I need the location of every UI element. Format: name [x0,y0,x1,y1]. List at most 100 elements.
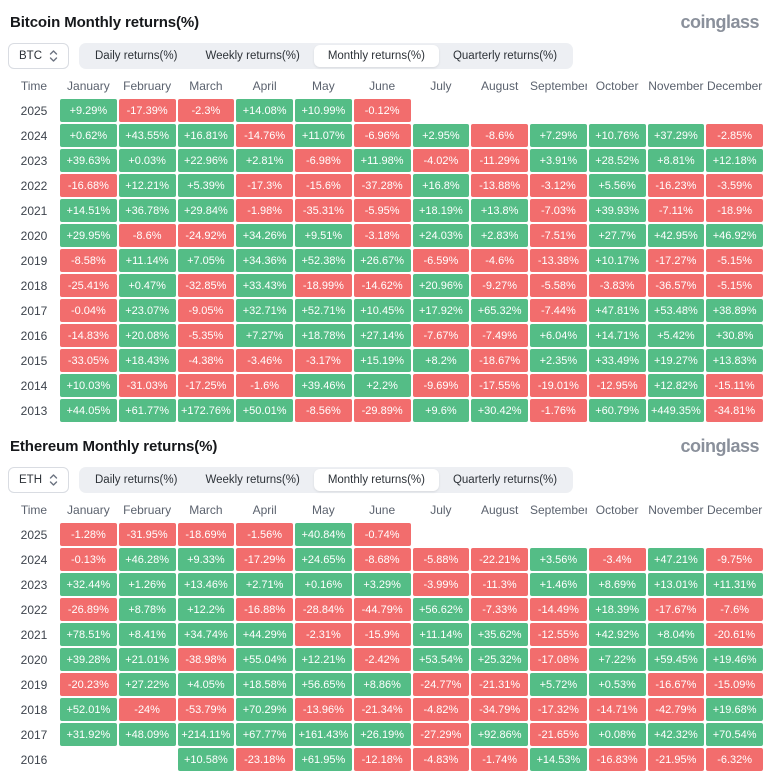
return-cell: -17.39% [118,99,176,122]
return-cell: -2.42% [353,648,411,671]
return-cell [589,99,646,122]
col-header-month: April [252,503,277,517]
return-cell: +33.49% [588,349,646,372]
return-cell: -44.79% [353,598,411,621]
col-header-month: August [480,503,519,517]
year-label: 2016 [20,328,48,343]
table-row: 2022 -26.89% +8.78% +12.2% -16.88% -28.84% -44… [10,598,763,621]
col-header-month: November [648,503,704,517]
table-row: 2025 -1.28% -31.95% -18.69% -1.56% +40.84% -0.… [10,523,763,546]
tab-daily[interactable]: Daily returns(%) [81,469,191,491]
return-cell [589,523,646,546]
tab-quarterly[interactable]: Quarterly returns(%) [439,45,571,67]
tab-monthly[interactable]: Monthly returns(%) [313,469,439,491]
return-cell: -32.85% [177,274,235,297]
return-cell: -4.38% [177,349,235,372]
return-cell: -29.89% [353,399,411,422]
return-cell: +65.32% [471,299,528,322]
return-cell: -6.32% [706,748,763,771]
year-label: 2014 [20,378,48,393]
year-label: 2025 [20,103,48,118]
year-label: 2020 [20,228,48,243]
return-cell: +17.92% [412,299,470,322]
return-cell: +14.71% [588,324,646,347]
table-row: 2018 -25.41% +0.47% -32.85% +33.43% -18.99% -1… [10,274,763,297]
return-cell: -24.92% [177,224,235,247]
tab-monthly[interactable]: Monthly returns(%) [313,45,439,67]
return-cell: +18.78% [295,324,352,347]
return-cell: -9.69% [412,374,470,397]
return-cell: +29.95% [60,224,117,247]
return-cell: +18.58% [236,673,293,696]
return-cell: +47.21% [647,548,705,571]
return-cell [530,523,587,546]
return-cell: -9.75% [706,548,763,571]
col-header-month: May [312,79,335,93]
return-cell: +52.38% [295,249,352,272]
return-cell: -0.12% [353,99,411,122]
table-row: 2024 +0.62% +43.55% +16.81% -14.76% +11.07% -6… [10,124,763,147]
chevron-updown-icon [49,474,58,486]
return-cell: -17.08% [530,648,587,671]
ethereum-section: Ethereum Monthly returns(%) coinglass ET… [0,424,773,773]
table-row: 2022 -16.68% +12.21% +5.39% -17.3% -15.6% -37.… [10,174,763,197]
return-cell: -7.33% [471,598,528,621]
return-cell: -36.57% [647,274,705,297]
tab-daily[interactable]: Daily returns(%) [81,45,191,67]
return-cell: +10.45% [353,299,411,322]
return-cell: +39.93% [588,199,646,222]
col-header-time: Time [20,79,48,93]
return-cell: +2.71% [236,573,293,596]
table-row: 2024 -0.13% +46.28% +9.33% -17.29% +24.65% -8.… [10,548,763,571]
return-cell: -14.49% [530,598,587,621]
table-row: 2020 +39.28% +21.01% -38.98% +55.04% +12.21% -… [10,648,763,671]
return-cell: +0.16% [295,573,352,596]
return-cell: -18.9% [706,199,763,222]
col-header-month: June [369,79,396,93]
tab-weekly[interactable]: Weekly returns(%) [191,45,313,67]
return-cell: -25.41% [60,274,117,297]
return-cell: +8.69% [588,573,646,596]
return-cell: +56.62% [412,598,470,621]
return-cell: +0.47% [118,274,176,297]
return-cell: +7.29% [530,124,587,147]
return-cell: +12.21% [295,648,352,671]
return-cell: -3.18% [353,224,411,247]
tab-quarterly[interactable]: Quarterly returns(%) [439,469,571,491]
table-row: 2025 +9.29% -17.39% -2.3% +14.08% +10.99% -0.1… [10,99,763,122]
return-cell: -7.49% [471,324,528,347]
return-cell: -4.83% [412,748,470,771]
return-cell: -5.58% [530,274,587,297]
return-cell: +39.63% [60,149,117,172]
return-cell: -21.95% [647,748,705,771]
tab-weekly[interactable]: Weekly returns(%) [191,469,313,491]
return-cell: -14.76% [236,124,293,147]
table-row: 2013 +44.05% +61.77% +172.76% +50.01% -8.56% -… [10,399,763,422]
year-label: 2018 [20,702,48,717]
symbol-select-eth[interactable]: ETH [8,467,69,493]
return-cell [706,99,763,122]
col-header-month: September [530,79,587,93]
return-cell: -5.35% [177,324,235,347]
return-cell: +9.51% [295,224,352,247]
return-cell: -1.56% [236,523,293,546]
return-cell: -3.83% [588,274,646,297]
return-cell: -1.74% [471,748,528,771]
return-cell: +0.03% [118,149,176,172]
col-header-month: August [480,79,519,93]
return-cell: +21.01% [118,648,176,671]
eth-returns-table: Time January February March April May June July… [8,499,765,773]
return-cell: +24.65% [295,548,352,571]
symbol-label: BTC [19,50,42,62]
return-cell: +9.33% [177,548,235,571]
return-cell: +42.32% [647,723,705,746]
return-cell: -34.79% [471,698,528,721]
return-cell: -4.82% [412,698,470,721]
return-cell: +10.03% [60,374,117,397]
col-header-month: May [312,503,335,517]
return-cell [648,523,705,546]
return-cell: +12.18% [706,149,763,172]
return-cell: +70.29% [236,698,293,721]
symbol-select-btc[interactable]: BTC [8,43,69,69]
return-cell: +18.43% [118,349,176,372]
